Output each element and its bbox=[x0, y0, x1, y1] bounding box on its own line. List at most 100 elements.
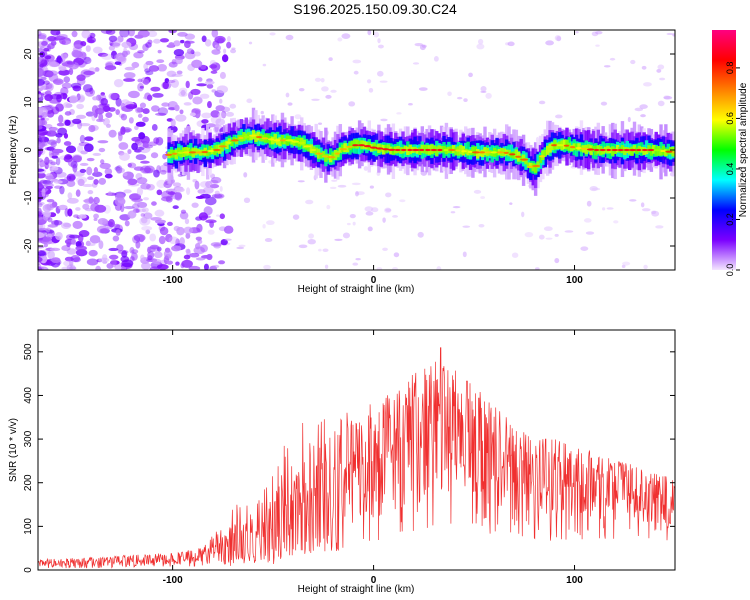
speckle-cell bbox=[135, 107, 142, 114]
ridge-peak bbox=[382, 148, 390, 151]
ridge-peak bbox=[346, 145, 353, 148]
speckle-cell bbox=[382, 217, 386, 223]
speckle-cell bbox=[140, 183, 151, 190]
ridge-peak bbox=[177, 151, 185, 154]
speckle-cell bbox=[40, 117, 45, 121]
speckle-cell bbox=[75, 114, 87, 119]
speckle-cell bbox=[120, 103, 126, 111]
speckle-cell bbox=[121, 50, 128, 58]
speckle-cell bbox=[64, 119, 71, 126]
speckle-cell bbox=[38, 192, 43, 199]
speckle-cell bbox=[622, 261, 631, 266]
speckle-cell bbox=[352, 262, 359, 266]
speckle-cell bbox=[209, 64, 218, 69]
speckle-cell bbox=[38, 250, 46, 257]
speckle-cell bbox=[64, 111, 72, 116]
speckle-cell bbox=[666, 32, 674, 36]
speckle-cell bbox=[131, 197, 143, 203]
speckle-cell bbox=[49, 145, 56, 151]
speckle-cell bbox=[221, 54, 229, 63]
speckle-cell bbox=[183, 254, 191, 260]
speckle-cell bbox=[51, 257, 61, 264]
ridge-peak bbox=[407, 148, 413, 152]
speckle-cell bbox=[150, 86, 161, 92]
ridge-peak bbox=[455, 149, 461, 152]
speckle-cell bbox=[51, 220, 63, 226]
ridge-cell bbox=[406, 146, 410, 156]
speckle-cell bbox=[82, 183, 94, 188]
y-tick-label: 10 bbox=[23, 96, 34, 108]
speckle-cell bbox=[97, 218, 108, 225]
ridge-cell bbox=[545, 145, 550, 155]
ridge-cell bbox=[647, 145, 651, 153]
ridge-cell bbox=[562, 139, 567, 149]
speckle-cell bbox=[51, 155, 59, 159]
speckle-cell bbox=[298, 244, 308, 249]
speckle-cell bbox=[73, 214, 80, 218]
ridge-cell bbox=[271, 136, 275, 145]
speckle-cell bbox=[84, 143, 94, 152]
speckle-cell bbox=[595, 30, 603, 35]
speckle-cell bbox=[297, 180, 305, 183]
speckle-cell bbox=[157, 64, 167, 72]
speckle-cell bbox=[127, 149, 132, 155]
ridge-peak bbox=[599, 148, 606, 152]
speckle-cell bbox=[141, 207, 149, 213]
speckle-cell bbox=[83, 56, 92, 65]
speckle-cell bbox=[72, 85, 82, 92]
speckle-cell bbox=[70, 255, 81, 263]
speckle-cell bbox=[47, 224, 59, 228]
speckle-cell bbox=[318, 248, 322, 252]
spectrogram-xlabel: Height of straight line (km) bbox=[298, 284, 415, 295]
speckle-cell bbox=[305, 199, 314, 205]
speckle-cell bbox=[41, 41, 48, 47]
speckle-cell bbox=[78, 51, 87, 59]
speckle-cell bbox=[82, 203, 90, 210]
speckle-cell bbox=[40, 59, 48, 67]
speckle-cell bbox=[211, 30, 219, 38]
ridge-peak bbox=[164, 153, 173, 156]
x-tick-label: -100 bbox=[163, 275, 183, 286]
speckle-cell bbox=[79, 134, 86, 144]
speckle-cell bbox=[205, 180, 213, 188]
speckle-cell bbox=[64, 208, 69, 217]
ridge-cell bbox=[420, 144, 425, 153]
speckle-cell bbox=[120, 266, 127, 270]
speckle-cell bbox=[218, 260, 226, 265]
speckle-cell bbox=[377, 38, 381, 44]
speckle-cell bbox=[192, 96, 203, 105]
speckle-cell bbox=[243, 172, 248, 178]
speckle-cell bbox=[120, 126, 126, 135]
speckle-cell bbox=[66, 242, 71, 248]
speckle-cell bbox=[324, 264, 329, 269]
ridge-cell bbox=[659, 148, 663, 156]
speckle-cell bbox=[248, 41, 253, 45]
speckle-cell bbox=[173, 48, 185, 57]
speckle-cell bbox=[77, 178, 85, 187]
speckle-cell bbox=[575, 31, 579, 34]
speckle-cell bbox=[201, 119, 209, 124]
ridge-cell bbox=[630, 146, 634, 156]
ridge-cell bbox=[249, 134, 253, 141]
speckle-cell bbox=[38, 202, 43, 208]
ridge-cell bbox=[632, 145, 637, 153]
speckle-cell bbox=[174, 187, 185, 193]
snr-ylabel: SNR (10 * v/v) bbox=[8, 418, 19, 482]
speckle-cell bbox=[436, 266, 442, 270]
speckle-cell bbox=[243, 197, 251, 204]
colorbar-tick-label: 0.4 bbox=[725, 163, 735, 176]
speckle-cell bbox=[555, 114, 563, 119]
speckle-cell bbox=[331, 179, 338, 182]
speckle-cell bbox=[262, 223, 266, 229]
ridge-cell bbox=[227, 138, 232, 145]
speckle-cell bbox=[651, 210, 657, 215]
speckle-cell bbox=[167, 221, 173, 226]
speckle-cell bbox=[142, 108, 150, 115]
speckle-cell bbox=[591, 187, 601, 191]
snr-panel: -100 0 100 0 100 200 300 400 500 Height of strai… bbox=[8, 329, 676, 595]
speckle-cell bbox=[125, 128, 131, 133]
ridge-peak bbox=[653, 149, 661, 152]
ridge-peak bbox=[430, 148, 438, 152]
speckle-cell bbox=[180, 209, 187, 214]
speckle-cell bbox=[66, 61, 76, 65]
